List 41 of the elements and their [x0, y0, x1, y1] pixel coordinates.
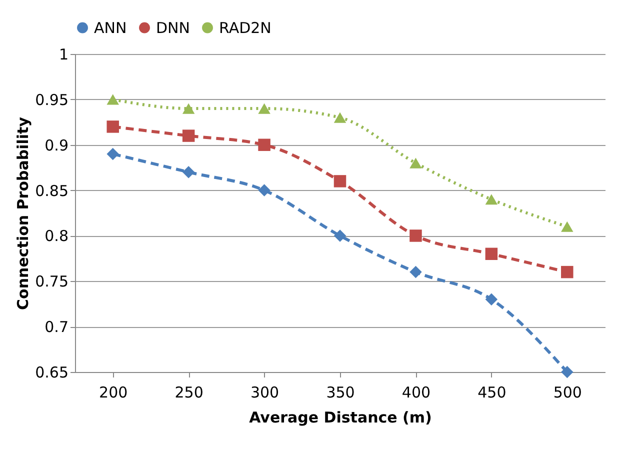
point	[410, 158, 422, 168]
x-tick-label: 200	[99, 384, 128, 402]
point	[485, 194, 498, 205]
point	[561, 366, 574, 378]
x-tick-label: 350	[326, 384, 355, 402]
point	[561, 266, 574, 278]
point	[106, 94, 119, 105]
point	[334, 112, 346, 123]
y-tick-label: 0.75	[35, 272, 68, 291]
legend-label: DNN	[156, 18, 190, 37]
point	[182, 130, 195, 142]
x-axis-title: Average Distance (m)	[249, 408, 432, 426]
y-tick-label: 0.8	[44, 227, 68, 246]
y-tick-label: 0.9	[44, 136, 68, 154]
x-tick-label: 500	[553, 384, 582, 402]
point	[334, 230, 346, 242]
y-tick-label: 0.65	[35, 364, 68, 382]
point	[410, 266, 422, 278]
y-tick-label: 0.95	[35, 90, 68, 109]
point	[182, 103, 195, 114]
point	[258, 103, 270, 114]
point	[485, 293, 498, 306]
y-tick-label: 0.7	[44, 318, 68, 336]
point	[258, 138, 270, 151]
legend-label: ANN	[94, 18, 127, 37]
point	[485, 248, 498, 260]
y-axis-title: Connection Probability	[14, 116, 32, 310]
point	[106, 120, 119, 133]
point	[334, 175, 346, 188]
point	[182, 166, 195, 178]
legend-label: RAD2N	[219, 18, 272, 37]
x-tick-label: 400	[402, 384, 431, 402]
x-tick-label: 450	[478, 384, 506, 402]
x-tick-label: 300	[250, 384, 280, 402]
y-tick-label: 1	[58, 46, 68, 64]
point	[258, 184, 270, 196]
x-tick-label: 250	[174, 384, 204, 402]
point	[561, 221, 574, 232]
point	[106, 148, 119, 160]
point	[410, 230, 422, 242]
y-tick-label: 0.85	[35, 182, 68, 200]
